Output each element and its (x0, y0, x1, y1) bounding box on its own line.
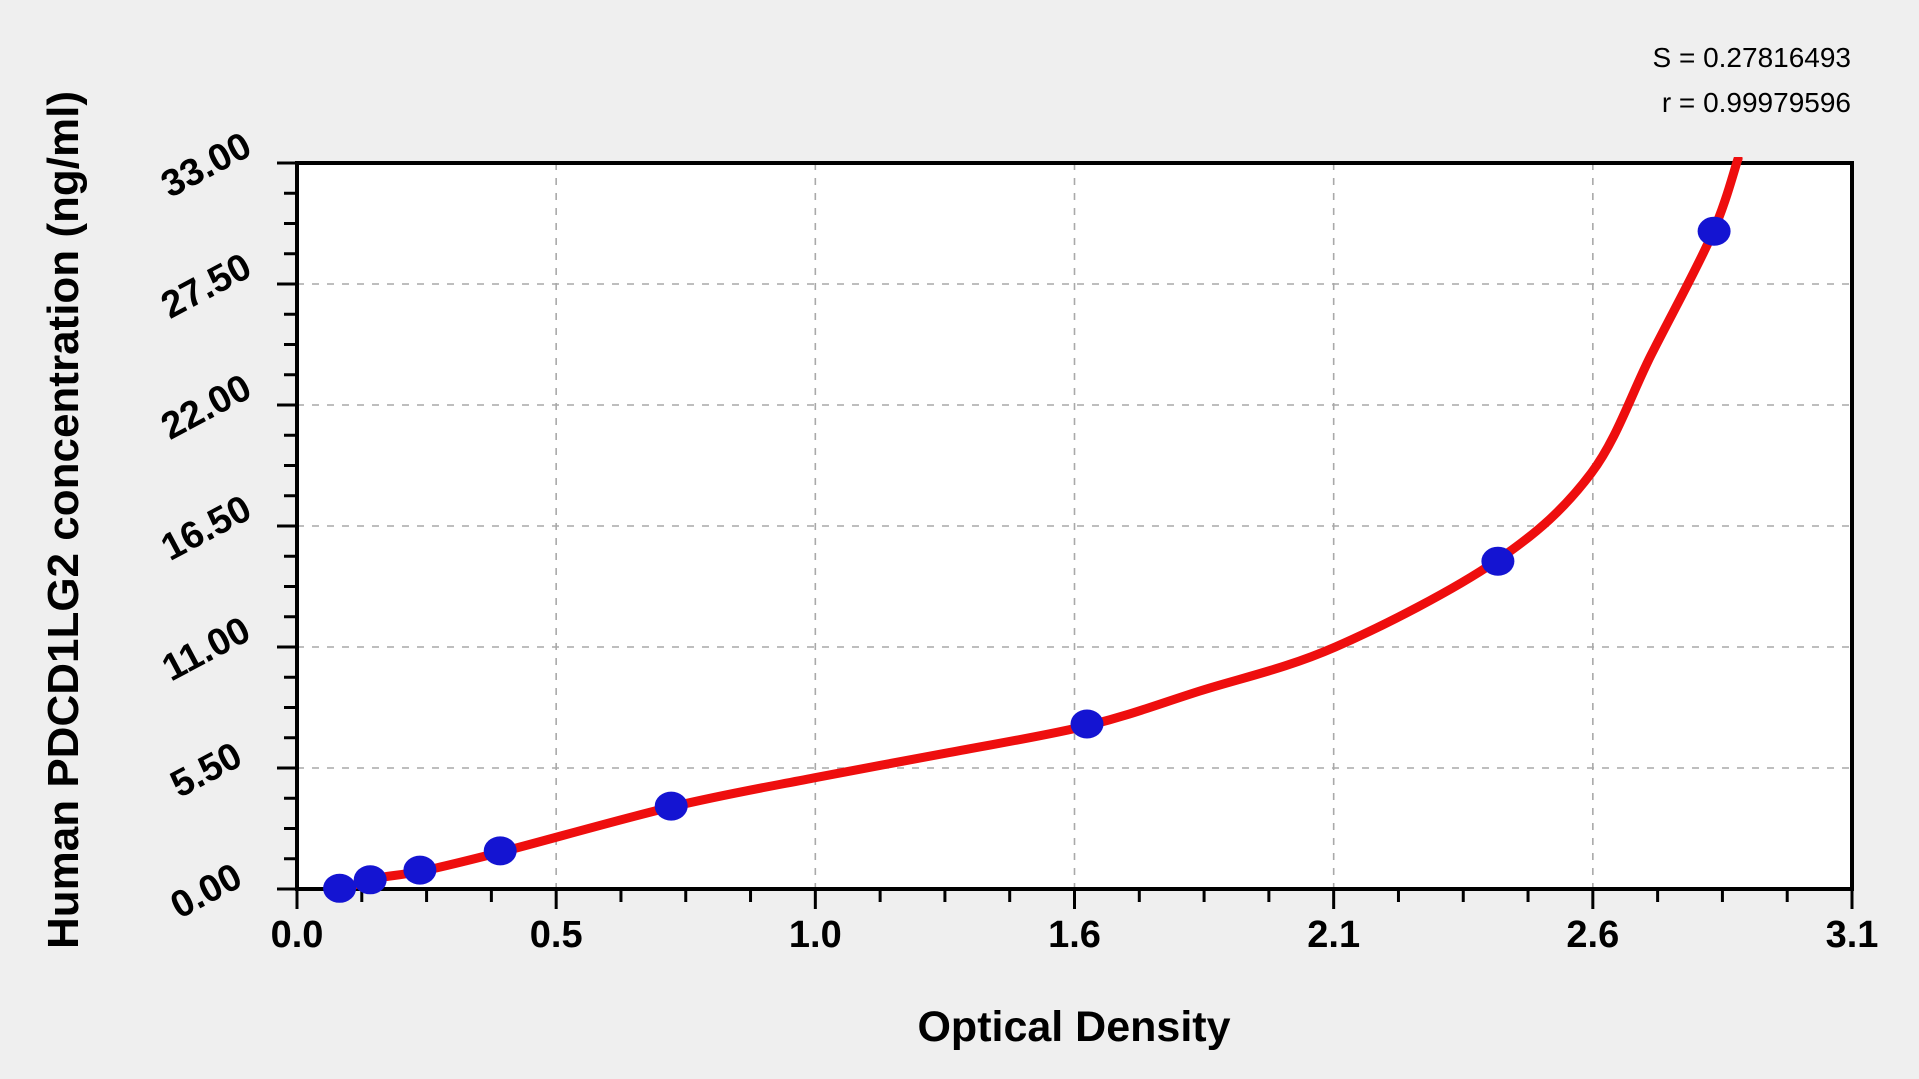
data-point (353, 865, 387, 895)
data-point (654, 791, 688, 821)
plot-border (295, 161, 1854, 891)
data-points (323, 216, 1731, 903)
stat-r-value: r = 0.99979596 (1662, 87, 1851, 118)
x-tick-label: 2.6 (1566, 914, 1619, 956)
x-tick-label: 1.6 (1048, 914, 1101, 956)
x-tick-label: 0.5 (530, 914, 583, 956)
data-point (483, 836, 517, 866)
data-point (323, 873, 357, 903)
data-point (1070, 709, 1104, 739)
x-tick-label: 3.1 (1826, 914, 1879, 956)
x-axis-title: Optical Density (917, 1003, 1230, 1051)
x-tick-label: 2.1 (1307, 914, 1360, 956)
x-tick-labels: 0.0 0.5 1.0 1.6 2.1 2.6 3.1 (271, 914, 1879, 956)
stat-s-value: S = 0.27816493 (1652, 42, 1851, 73)
data-point (1481, 546, 1515, 576)
axis-ticks (277, 161, 1854, 909)
y-axis-title: Human PDCD1LG2 concentration (ng/ml) (39, 91, 88, 949)
x-tick-label: 1.0 (789, 914, 842, 956)
data-point (1697, 216, 1731, 246)
x-tick-label: 0.0 (271, 914, 324, 956)
gridlines (297, 163, 1852, 889)
data-point (403, 855, 437, 885)
